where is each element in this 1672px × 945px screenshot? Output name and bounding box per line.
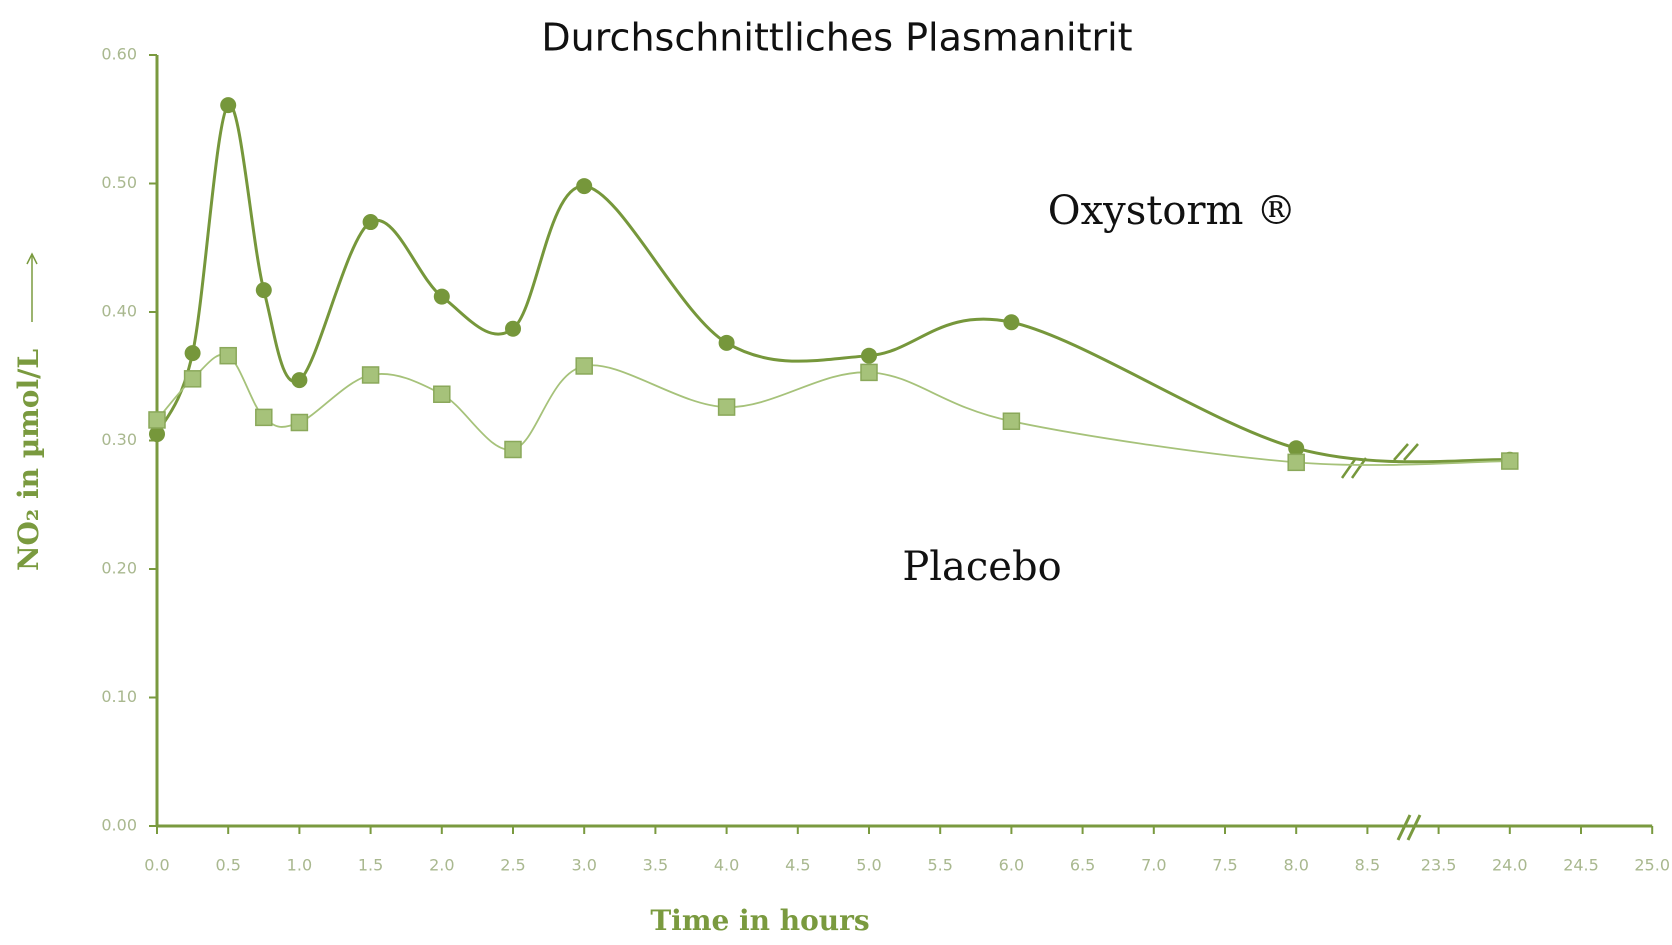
- x-tick-label: 6.0: [999, 856, 1024, 875]
- x-tick-label: 1.5: [358, 856, 383, 875]
- x-tick-label: 4.5: [785, 856, 810, 875]
- marker: [291, 372, 308, 389]
- x-tick-label: 24.0: [1492, 856, 1528, 875]
- series-line: [155, 103, 1510, 464]
- y-tick-label: 0.20: [101, 559, 137, 578]
- marker: [149, 426, 165, 443]
- marker: [290, 413, 309, 432]
- x-tick-label: 6.5: [1070, 856, 1095, 875]
- y-tick-label: 0.60: [101, 45, 137, 64]
- y-tick-label: 0.30: [101, 430, 137, 449]
- marker: [1002, 412, 1021, 430]
- x-tick-label: 5.0: [856, 856, 881, 875]
- x-tick-label: 7.0: [1141, 856, 1166, 875]
- marker: [1288, 440, 1305, 457]
- marker: [1003, 314, 1020, 331]
- y-axis-arrow: [26, 252, 38, 322]
- marker: [576, 178, 593, 195]
- marker: [361, 366, 380, 384]
- x-tick-label: 5.5: [927, 856, 952, 875]
- marker: [148, 411, 166, 429]
- x-tick-label: 23.5: [1421, 856, 1457, 875]
- x-tick-label: 8.5: [1355, 856, 1380, 875]
- y-tick-label: 0.50: [101, 173, 137, 192]
- marker: [504, 440, 522, 459]
- marker: [505, 320, 521, 337]
- y-tick-label: 0.10: [101, 687, 137, 706]
- marker: [255, 282, 272, 299]
- x-axis-title: Time in hours: [650, 904, 869, 937]
- marker: [255, 408, 273, 427]
- marker: [220, 97, 237, 114]
- y-axis-title: NO₂ in µmol/L: [12, 349, 45, 571]
- x-tick-label: 25.0: [1634, 856, 1670, 875]
- series-line: [156, 353, 1510, 466]
- x-tick-label: 7.5: [1212, 856, 1237, 875]
- marker: [860, 363, 878, 382]
- y-tick-label: 0.00: [101, 816, 137, 835]
- y-tick-label: 0.40: [101, 302, 137, 321]
- series-label: Oxystorm ®: [1048, 188, 1296, 234]
- x-tick-label: 24.5: [1563, 856, 1599, 875]
- marker: [861, 347, 877, 364]
- marker: [362, 214, 379, 231]
- x-tick-label: 3.0: [571, 856, 596, 875]
- x-tick-label: 2.0: [429, 856, 454, 875]
- x-tick-label: 0.0: [144, 856, 169, 875]
- marker: [1501, 452, 1519, 470]
- x-tick-label: 2.5: [500, 856, 525, 875]
- marker: [184, 345, 201, 362]
- line-break: [1340, 443, 1419, 479]
- marker: [219, 346, 237, 365]
- marker: [1287, 453, 1305, 472]
- marker: [183, 370, 202, 388]
- marker: [433, 385, 451, 403]
- x-tick-label: 0.5: [215, 856, 240, 875]
- x-tick-label: 4.0: [714, 856, 739, 875]
- marker: [575, 357, 593, 375]
- chart-title: Durchschnittliches Plasmanitrit: [541, 16, 1132, 60]
- x-tick-label: 8.0: [1283, 856, 1308, 875]
- x-tick-label: 3.5: [643, 856, 668, 875]
- x-tick-label: 1.0: [287, 856, 312, 875]
- marker: [718, 334, 735, 351]
- series-label: Placebo: [902, 544, 1061, 590]
- marker: [717, 398, 736, 416]
- marker: [433, 288, 450, 305]
